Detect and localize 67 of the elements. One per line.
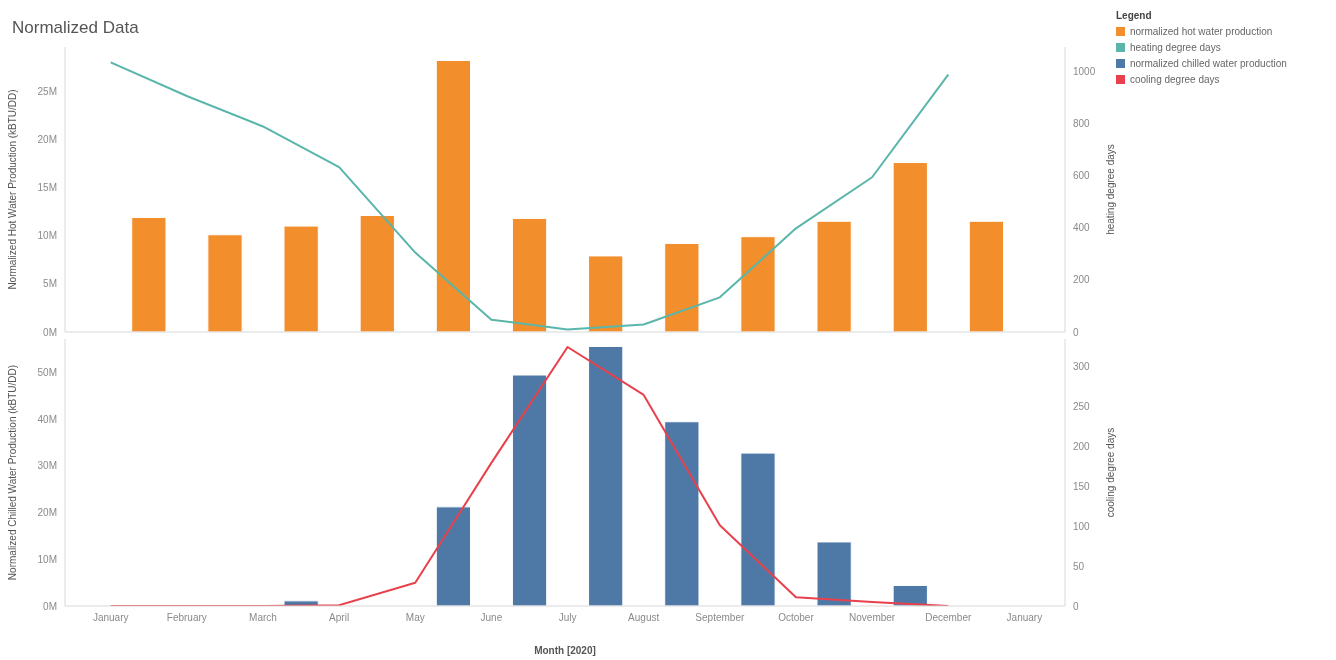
y-tick-label: 10M (37, 553, 57, 565)
y-axis-title: Normalized Chilled Water Production (kBTU/DD) (6, 364, 18, 581)
y2-tick-label: 250 (1073, 400, 1091, 412)
y-tick-label: 0M (43, 600, 57, 612)
legend-title: Legend (1116, 10, 1153, 21)
y-tick-label: 20M (37, 133, 57, 145)
bar (435, 506, 472, 606)
legend-label: cooling degree days (1130, 73, 1220, 85)
y2-axis-title: cooling degree days (1104, 427, 1116, 518)
y-tick-label: 20M (37, 507, 57, 519)
bar (816, 541, 852, 606)
bar (435, 59, 472, 332)
x-tick-label: January (92, 612, 129, 624)
x-tick-label: June (480, 612, 503, 624)
bar (968, 220, 1005, 332)
x-tick-label: September (695, 612, 745, 624)
bar (511, 217, 548, 332)
y2-tick-label: 0 (1073, 600, 1079, 612)
x-tick-label: October (778, 612, 815, 624)
y-tick-label: 40M (37, 413, 57, 425)
bar (740, 236, 776, 332)
x-tick-label: February (166, 612, 207, 624)
bar (359, 215, 395, 332)
y2-tick-label: 800 (1073, 118, 1091, 130)
bar (207, 234, 243, 332)
bar (664, 421, 700, 606)
bar (588, 255, 624, 332)
bar (816, 220, 852, 332)
chart-title: Normalized Data (12, 18, 139, 38)
bar (588, 345, 624, 606)
y-tick-label: 15M (37, 182, 57, 194)
y2-tick-label: 300 (1073, 360, 1091, 372)
y2-tick-label: 1000 (1073, 66, 1096, 78)
y2-tick-label: 200 (1073, 274, 1091, 286)
y2-tick-label: 200 (1073, 440, 1091, 452)
x-tick-label: April (329, 612, 350, 624)
legend-label: normalized hot water production (1130, 25, 1273, 37)
y-tick-label: 25M (37, 85, 57, 97)
y-axis-title: Normalized Hot Water Production (kBTU/DD) (6, 89, 18, 290)
x-axis-title: Month [2020] (534, 645, 596, 656)
x-tick-label: December (925, 612, 972, 624)
y2-tick-label: 100 (1073, 520, 1091, 532)
y-tick-label: 50M (37, 366, 57, 378)
y2-tick-label: 50 (1073, 560, 1085, 572)
y-tick-label: 5M (43, 278, 57, 290)
y-tick-label: 10M (37, 230, 57, 242)
x-tick-label: May (405, 612, 425, 624)
x-tick-label: November (849, 612, 896, 624)
x-tick-label: January (1006, 612, 1043, 624)
bar (740, 452, 776, 606)
y-tick-label: 30M (37, 460, 57, 472)
x-tick-label: August (628, 612, 660, 624)
bar (664, 242, 700, 332)
y-tick-label: 0M (43, 326, 57, 338)
bar (283, 225, 319, 332)
y2-tick-label: 400 (1073, 222, 1091, 234)
legend-label: normalized chilled water production (1130, 57, 1287, 69)
legend-label: heating degree days (1130, 41, 1221, 53)
y2-axis-title: heating degree days (1104, 144, 1116, 235)
x-tick-label: March (249, 612, 277, 624)
x-tick-label: July (558, 612, 577, 624)
y2-tick-label: 600 (1073, 170, 1091, 182)
bar (131, 216, 167, 332)
y2-tick-label: 150 (1073, 480, 1091, 492)
bar (511, 374, 548, 606)
y2-tick-label: 0 (1073, 326, 1079, 338)
bar (892, 162, 928, 332)
